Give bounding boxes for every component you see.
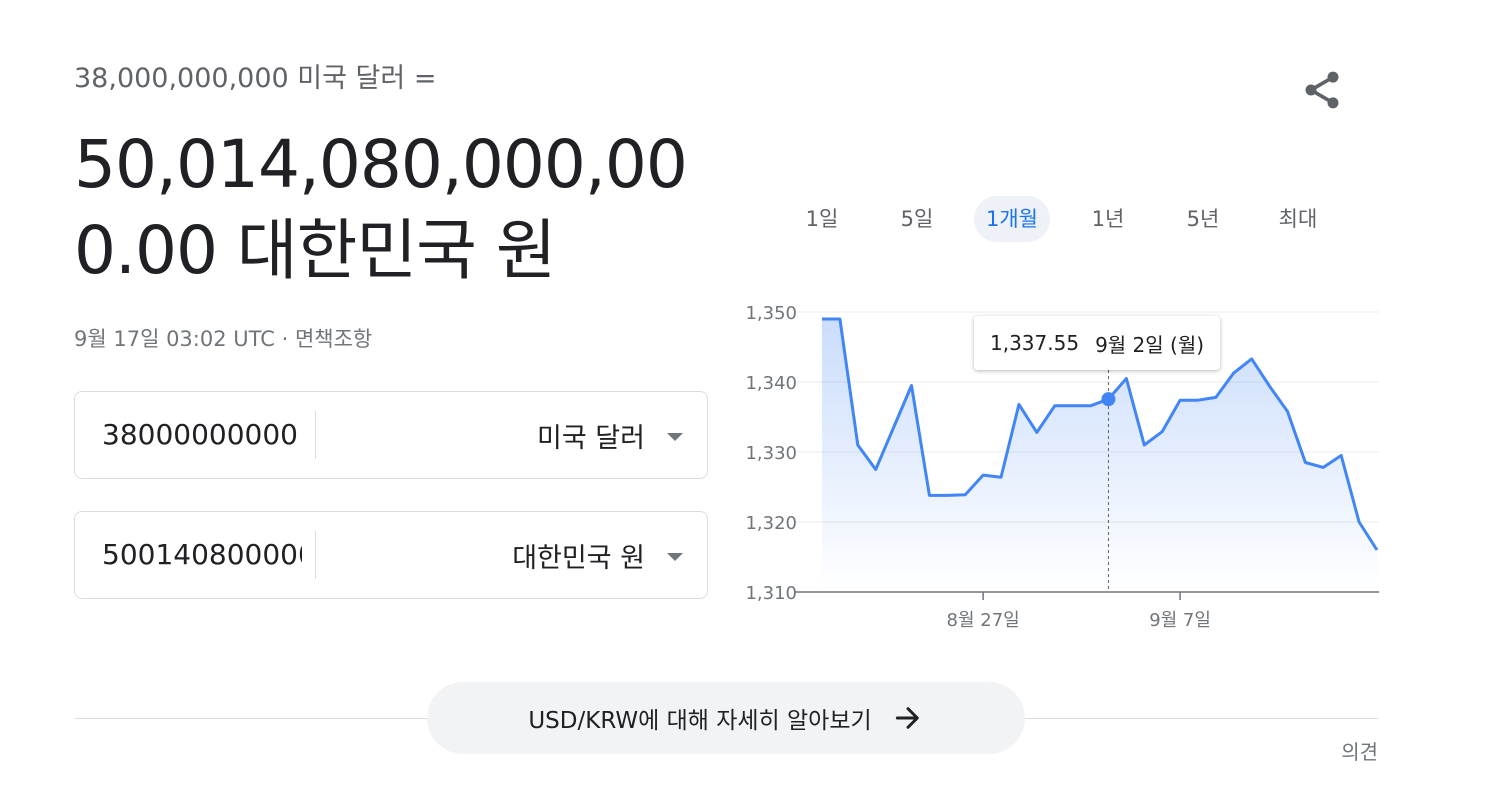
x-tick-label: 8월 27일	[947, 610, 1020, 631]
y-tick-label: 1,310	[745, 583, 797, 604]
exchange-rate-chart[interactable]: 1,350 1,340 1,330 1,320 1,310 8월 27일 9월 7일	[730, 290, 1390, 640]
chart-area-fill	[822, 319, 1377, 592]
tab-1-day[interactable]: 1일	[805, 207, 839, 231]
from-currency-box: 미국 달러	[74, 391, 708, 479]
tooltip-value: 1,337.55	[990, 331, 1080, 355]
tab-5-years[interactable]: 5년	[1186, 207, 1220, 231]
y-tick-label: 1,340	[745, 373, 797, 394]
disclaimer-link[interactable]: 면책조항	[294, 327, 373, 351]
to-currency-box: 대한민국 원	[74, 511, 708, 599]
share-icon[interactable]	[1300, 68, 1344, 112]
timestamp: 9월 17일 03:02 UTC ·	[74, 327, 295, 351]
series-line	[822, 317, 1379, 551]
arrow-right-icon	[895, 707, 919, 729]
conversion-source-line: 38,000,000,000 미국 달러 =	[74, 63, 437, 94]
conversion-result: 50,014,080,000,000.00 대한민국 원	[74, 126, 688, 289]
to-amount-input[interactable]	[102, 534, 302, 574]
tab-1-month[interactable]: 1개월	[973, 196, 1051, 242]
from-amount-input[interactable]	[102, 414, 302, 454]
from-currency-select[interactable]: 미국 달러	[537, 392, 683, 478]
tab-1-year[interactable]: 1년	[1091, 207, 1125, 231]
input-divider	[315, 411, 316, 459]
timestamp-line: 9월 17일 03:02 UTC · 면책조항	[74, 323, 372, 353]
feedback-link[interactable]: 의견	[1341, 740, 1378, 764]
from-currency-label: 미국 달러	[537, 422, 645, 454]
tab-max[interactable]: 최대	[1278, 207, 1318, 231]
highlighted-point	[1101, 392, 1116, 407]
to-currency-label: 대한민국 원	[512, 542, 645, 574]
range-tabs: 1일 5일 1개월 1년 5년 최대	[774, 196, 1378, 242]
learn-more-label: USD/KRW에 대해 자세히 알아보기	[528, 708, 872, 734]
y-tick-label: 1,320	[745, 513, 797, 534]
y-tick-label: 1,330	[745, 443, 797, 464]
tooltip-date: 9월 2일 (월)	[1095, 332, 1205, 357]
tab-5-days[interactable]: 5일	[900, 207, 934, 231]
input-divider	[315, 531, 316, 579]
chart-tooltip: 1,337.55 9월 2일 (월)	[974, 316, 1221, 370]
learn-more-button[interactable]: USD/KRW에 대해 자세히 알아보기	[427, 682, 1025, 754]
caret-down-icon	[667, 433, 683, 441]
y-tick-label: 1,350	[745, 303, 797, 324]
x-tick-label: 9월 7일	[1149, 610, 1211, 631]
caret-down-icon	[667, 553, 683, 561]
to-currency-select[interactable]: 대한민국 원	[512, 512, 683, 598]
